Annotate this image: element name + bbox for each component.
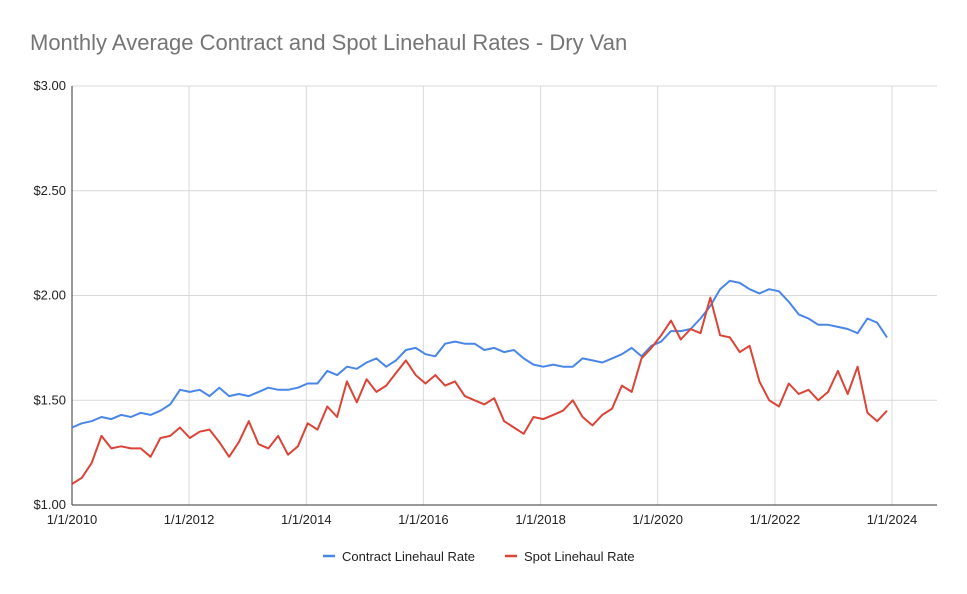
y-tick-labels: $1.00 $1.50 $2.00 $2.50 $3.00 (33, 78, 66, 512)
x-tick-label: 1/1/2022 (750, 512, 801, 527)
y-tick-label: $1.00 (33, 497, 66, 512)
legend-label: Spot Linehaul Rate (524, 549, 635, 564)
y-tick-label: $3.00 (33, 78, 66, 93)
x-tick-label: 1/1/2018 (515, 512, 566, 527)
legend-label: Contract Linehaul Rate (342, 549, 475, 564)
x-tick-label: 1/1/2024 (867, 512, 918, 527)
grid (72, 85, 937, 505)
x-tick-label: 1/1/2020 (632, 512, 683, 527)
series (71, 279, 888, 485)
x-tick-label: 1/1/2014 (281, 512, 332, 527)
chart-title: Monthly Average Contract and Spot Lineha… (30, 30, 628, 55)
x-tick-label: 1/1/2016 (398, 512, 449, 527)
x-tick-label: 1/1/2010 (47, 512, 98, 527)
x-tick-labels: 1/1/2010 1/1/2012 1/1/2014 1/1/2016 1/1/2018… (47, 512, 918, 527)
y-tick-label: $2.00 (33, 288, 66, 303)
y-tick-label: $1.50 (33, 392, 66, 407)
x-tick-label: 1/1/2012 (164, 512, 215, 527)
y-tick-label: $2.50 (33, 183, 66, 198)
series-line-spot (71, 296, 888, 485)
series-line-contract (71, 279, 888, 429)
axes (71, 86, 937, 506)
legend: Contract Linehaul Rate Spot Linehaul Rate (323, 549, 635, 564)
